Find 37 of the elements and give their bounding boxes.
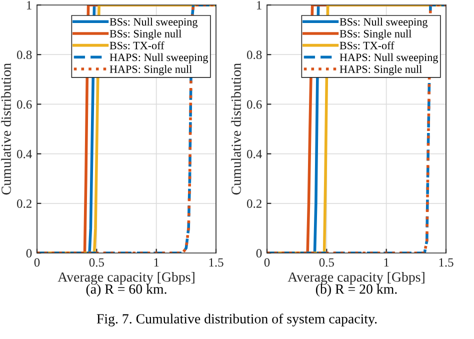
y-tick-label: 0: [256, 249, 262, 258]
y-axis-title: Cumulative distribution: [231, 63, 241, 195]
y-tick-label: 0.2: [16, 199, 32, 208]
x-tick-label: 1: [384, 258, 389, 267]
x-tick-label: 1.5: [209, 258, 224, 267]
x-tick-label: 1.5: [439, 258, 454, 267]
y-tick-label: 0.4: [16, 150, 32, 158]
x-axis-title: Average capacity [Gbps]: [58, 272, 194, 285]
legend-label: BSs: Null sweeping: [340, 18, 428, 28]
y-axis-title: Cumulative distribution: [1, 63, 11, 195]
text: (a) R = 60 km.: [86, 284, 166, 297]
x-tick-label: 0.5: [89, 258, 104, 267]
caption: Fig. 7. Cumulative distribution of system capacity.: [96, 314, 377, 326]
y-tick-label: 0.6: [16, 100, 32, 109]
y-tick-label: 0.2: [246, 199, 262, 208]
y-tick-label: 0.4: [246, 150, 262, 158]
legend-label: HAPS: Single null: [110, 65, 192, 76]
y-tick-label: 1: [26, 1, 32, 10]
legend-label: BSs: TX-off: [340, 41, 394, 50]
y-tick-label: 0.6: [246, 100, 262, 109]
x-tick-label: 0.5: [319, 258, 334, 267]
legend-label: HAPS: Null sweeping: [110, 53, 208, 64]
y-tick-label: 0.8: [16, 50, 32, 60]
x-axis-title: Average capacity [Gbps]: [288, 272, 424, 285]
x-tick-label: 0: [34, 258, 40, 267]
x-tick-label: 0: [264, 258, 270, 267]
legend-label: HAPS: Single null: [340, 65, 422, 76]
y-tick-label: 1: [256, 1, 262, 10]
x-tick-label: 1: [154, 258, 159, 267]
legend-label: HAPS: Null sweeping: [340, 53, 438, 64]
text: (b) R = 20 km.: [316, 284, 397, 297]
legend-label: BSs: Single null: [340, 30, 412, 40]
legend-label: BSs: Single null: [110, 30, 182, 40]
legend-label: BSs: TX-off: [110, 41, 164, 50]
y-tick-label: 0: [26, 249, 32, 258]
legend-label: BSs: Null sweeping: [110, 18, 198, 28]
y-tick-label: 0.8: [246, 50, 262, 60]
